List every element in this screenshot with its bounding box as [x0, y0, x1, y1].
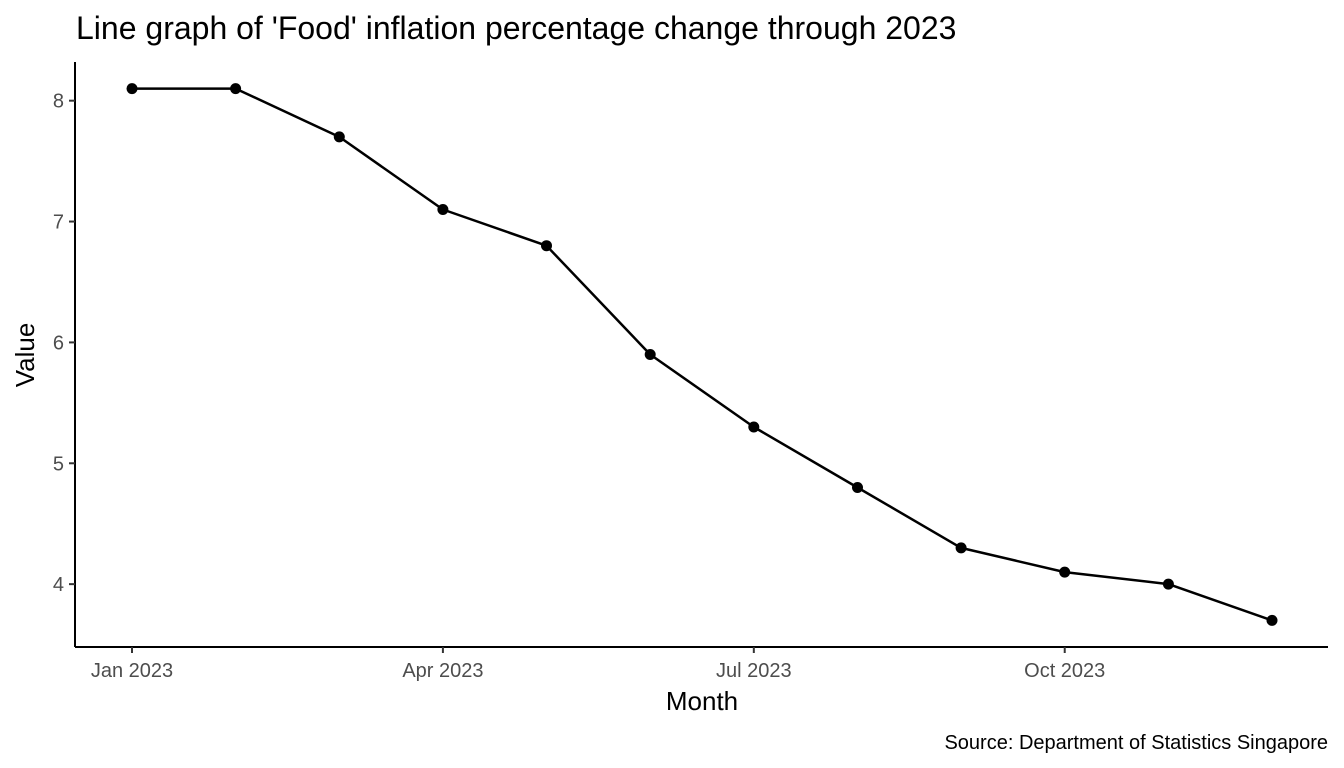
data-point — [852, 482, 863, 493]
data-point — [126, 83, 138, 95]
y-axis-title: Value — [10, 323, 40, 388]
data-point — [748, 421, 760, 433]
y-axis-ticks: 4 5 6 7 8 — [53, 91, 75, 596]
x-tick-label: Jan 2023 — [91, 660, 173, 682]
y-tick-label: 4 — [53, 574, 64, 596]
x-tick-label: Oct 2023 — [1024, 660, 1105, 682]
x-tick-label: Jul 2023 — [716, 660, 792, 682]
food-series — [126, 83, 1278, 626]
data-point — [1266, 614, 1278, 626]
data-point — [230, 83, 242, 95]
data-point — [1059, 566, 1071, 578]
x-axis-ticks: Jan 2023 Apr 2023 Jul 2023 Oct 2023 — [91, 647, 1105, 682]
y-tick-label: 8 — [53, 91, 64, 113]
data-point — [644, 349, 656, 360]
chart-caption: Source: Department of Statistics Singapo… — [944, 732, 1328, 754]
y-tick-label: 6 — [53, 332, 64, 354]
data-point — [955, 542, 967, 554]
data-point — [541, 240, 552, 252]
y-tick-label: 7 — [53, 212, 64, 234]
y-tick-label: 5 — [53, 453, 64, 475]
data-point — [1162, 578, 1174, 590]
chart-title: Line graph of 'Food' inflation percentag… — [76, 10, 956, 46]
series-line — [130, 87, 1274, 622]
x-tick-label: Apr 2023 — [402, 660, 483, 682]
x-axis-title: Month — [666, 686, 738, 716]
data-point — [437, 204, 449, 215]
data-point — [333, 131, 345, 143]
